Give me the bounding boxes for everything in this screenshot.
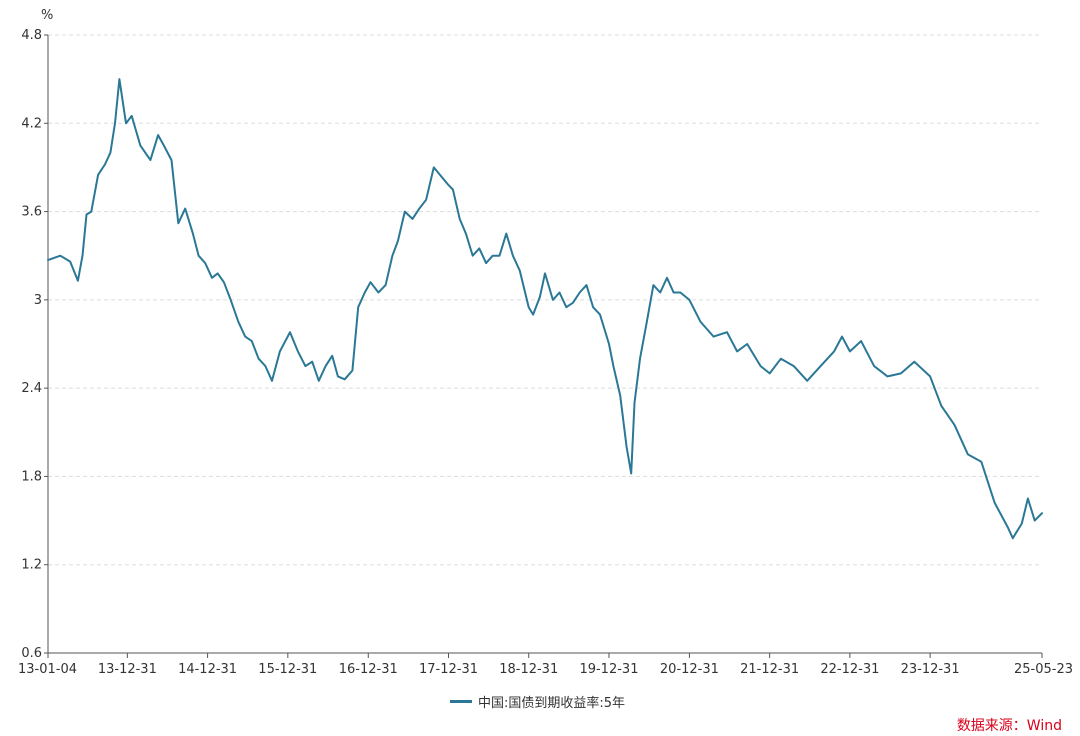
- x-tick-label: 23-12-31: [901, 662, 960, 677]
- y-tick-label: 1.8: [21, 469, 42, 484]
- legend-swatch: [450, 699, 472, 703]
- y-tick-label: 3: [34, 293, 42, 308]
- x-tick-label: 16-12-31: [339, 662, 398, 677]
- gridlines: [48, 34, 1042, 566]
- x-tick-label: 13-12-31: [98, 662, 157, 677]
- y-tick-label: 4.2: [21, 116, 42, 131]
- x-tick-label: 17-12-31: [419, 662, 478, 677]
- y-tick-label: 0.6: [21, 646, 42, 661]
- x-tick-label: 25-05-23: [1014, 662, 1073, 677]
- x-tick-label: 18-12-31: [499, 662, 558, 677]
- x-tick-label: 22-12-31: [820, 662, 879, 677]
- series-line: [47, 78, 1043, 540]
- y-tick-label: 4.8: [21, 28, 42, 43]
- x-tick-label: 13-01-04: [18, 662, 77, 677]
- x-tick-label: 14-12-31: [178, 662, 237, 677]
- y-tick-label: 3.6: [21, 205, 42, 220]
- x-tick-label: 15-12-31: [258, 662, 317, 677]
- axes: 0.6 1.2 1.8 2.4 3 3.6 4.2 4.8 13-01-04 13-12-31 14…: [18, 28, 1073, 677]
- series-layer: [47, 78, 1043, 540]
- y-axis-unit-label: %: [41, 8, 53, 23]
- x-tick-label: 20-12-31: [660, 662, 719, 677]
- x-tick-label: 19-12-31: [579, 662, 638, 677]
- x-tick-label: 21-12-31: [740, 662, 799, 677]
- y-tick-label: 2.4: [21, 381, 42, 396]
- y-tick-label: 1.2: [21, 558, 42, 573]
- legend: 中国:国债到期收益率:5年: [450, 691, 625, 711]
- legend-label: 中国:国债到期收益率:5年: [478, 695, 626, 711]
- source-note: 数据来源：Wind: [956, 718, 1062, 734]
